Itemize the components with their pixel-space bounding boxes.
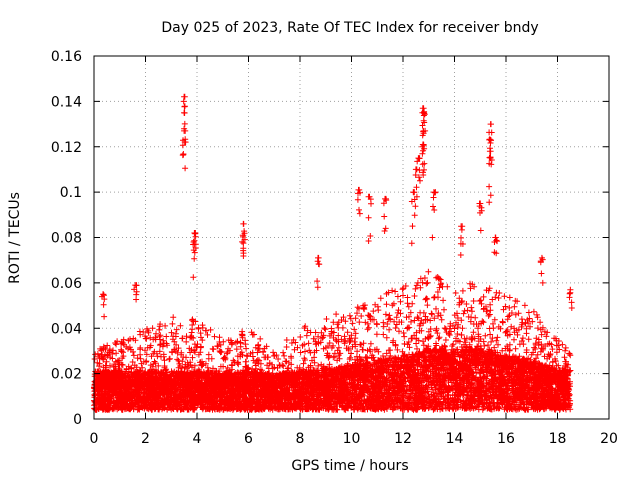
y-tick-label: 0.02 (51, 367, 82, 383)
x-tick-label: 2 (141, 431, 150, 447)
axis-ticks: 0 2 4 6 8 10 12 14 16 18 20 0 0.02 0.04 0.06 0.08 0.1 0.1… (51, 49, 618, 447)
y-tick-label: 0.08 (51, 231, 82, 247)
y-tick-label: 0.12 (51, 140, 82, 156)
chart-title: Day 025 of 2023, Rate Of TEC Index for r… (161, 20, 538, 36)
x-tick-label: 10 (343, 431, 361, 447)
y-axis-title: ROTI / TECUs (7, 192, 23, 284)
x-tick-label: 4 (193, 431, 202, 447)
x-tick-label: 8 (296, 431, 305, 447)
y-tick-label: 0.16 (51, 49, 82, 65)
x-tick-label: 0 (90, 431, 99, 447)
grid-lines (94, 56, 609, 419)
y-tick-label: 0.14 (51, 94, 82, 110)
x-tick-label: 14 (446, 431, 464, 447)
x-tick-label: 18 (549, 431, 567, 447)
y-tick-label: 0 (73, 412, 82, 428)
roti-markers (91, 93, 575, 413)
y-tick-label: 0.06 (51, 276, 82, 292)
data-points (91, 93, 575, 413)
x-tick-label: 16 (497, 431, 515, 447)
x-tick-label: 6 (244, 431, 253, 447)
y-tick-label: 0.1 (60, 185, 82, 201)
x-tick-label: 20 (600, 431, 618, 447)
x-axis-title: GPS time / hours (291, 458, 408, 474)
y-tick-label: 0.04 (51, 321, 82, 337)
x-tick-label: 12 (394, 431, 412, 447)
